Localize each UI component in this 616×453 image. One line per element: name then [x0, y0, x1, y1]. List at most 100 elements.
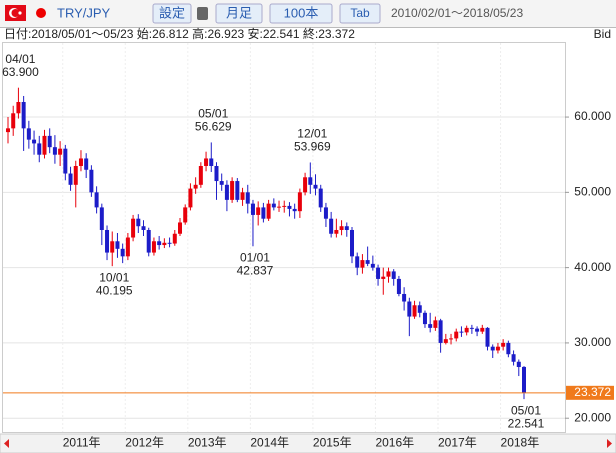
candle-body	[52, 147, 57, 155]
annotation-value: 22.541	[508, 416, 545, 430]
candle-body	[162, 242, 167, 246]
candle-body	[490, 346, 495, 351]
candle-body	[167, 242, 172, 244]
price-type: Bid	[594, 27, 611, 41]
x-tick-label: 2017年	[438, 436, 477, 450]
y-tick-label: 30.000	[574, 335, 611, 349]
flag-crescent	[11, 9, 20, 17]
candle-body	[141, 226, 146, 230]
candle-body	[256, 207, 261, 215]
x-tick-label: 2016年	[375, 436, 414, 450]
candle-body	[271, 203, 276, 208]
candle-body	[188, 188, 193, 208]
y-tick-label: 40.000	[574, 260, 611, 274]
candle-body	[99, 207, 104, 230]
candle-body	[391, 271, 396, 279]
x-tick-label: 2013年	[188, 436, 227, 450]
candle-body	[459, 331, 464, 333]
candle-body	[89, 169, 94, 193]
candle-body	[78, 158, 83, 166]
candle-body	[198, 165, 203, 185]
scroll-right[interactable]	[607, 439, 612, 448]
candle-body	[318, 188, 323, 208]
candle-body	[422, 312, 427, 325]
candle-body	[412, 305, 417, 317]
plot-frame	[2, 42, 566, 433]
candle-body	[516, 361, 521, 368]
candle-body	[21, 101, 26, 129]
candle-body	[110, 241, 115, 253]
candle-body	[11, 113, 16, 129]
last-price-label: 23.372	[574, 385, 611, 399]
settings-button[interactable]	[152, 3, 192, 24]
annotation-date: 05/01	[198, 107, 228, 121]
candle-body	[37, 143, 42, 155]
scrollbar[interactable]	[0, 433, 616, 453]
period-button[interactable]	[215, 3, 263, 24]
candle-body	[480, 327, 485, 332]
trash-icon[interactable]	[197, 7, 208, 20]
y-tick-label: 60.000	[574, 109, 611, 123]
candle-body	[282, 205, 287, 207]
annotation-value: 42.837	[237, 263, 274, 277]
candle-body	[495, 346, 500, 351]
tab-label[interactable]: Tab	[350, 6, 370, 20]
candle-body	[287, 205, 292, 209]
candle-body	[63, 148, 68, 174]
y-tick-label: 50.000	[574, 185, 611, 199]
y-tick-label: 20.000	[574, 410, 611, 424]
candle-body	[261, 207, 266, 219]
candle-body	[32, 139, 37, 144]
candle-body	[178, 222, 182, 234]
pair: TRY/JPY	[57, 5, 111, 20]
count-label[interactable]: 100本	[284, 5, 319, 20]
candle-body	[323, 207, 328, 219]
candle-body	[433, 320, 438, 328]
settings-label[interactable]: 設定	[159, 5, 185, 20]
candle-body	[438, 320, 443, 343]
candle-body	[449, 338, 454, 340]
tab-button[interactable]	[339, 3, 381, 24]
candle-body	[344, 226, 349, 230]
candle-body	[469, 327, 474, 329]
candle-body	[245, 192, 250, 204]
candle-body	[219, 181, 224, 185]
candle-body	[250, 203, 255, 215]
candle-body	[94, 192, 99, 208]
candle-body	[224, 184, 229, 200]
candle-body	[443, 339, 448, 343]
candle-body	[303, 177, 308, 193]
scroll-left[interactable]	[4, 439, 9, 448]
candle-body	[115, 241, 120, 249]
annotation-value: 53.969	[294, 140, 331, 154]
flag-jpy	[36, 8, 46, 18]
candle-body	[308, 177, 313, 185]
candle-body	[396, 278, 401, 294]
candle-body	[376, 267, 381, 279]
candle-body	[172, 233, 177, 244]
candle-body	[386, 271, 391, 277]
candle-body	[240, 192, 245, 200]
candle-body	[339, 226, 344, 230]
candle-body	[407, 301, 412, 317]
count-button[interactable]	[269, 3, 333, 24]
candle-body	[214, 165, 219, 182]
candle-body	[193, 184, 198, 189]
annotation-date: 12/01	[297, 127, 327, 141]
annotation-value: 63.900	[2, 65, 39, 79]
candle-body	[26, 128, 31, 140]
candle-body	[47, 135, 52, 148]
candle-body	[125, 237, 130, 257]
x-tick-label: 2012年	[125, 436, 164, 450]
candle-body	[277, 206, 282, 208]
period-label[interactable]: 月足	[226, 5, 252, 20]
candle-body	[266, 203, 271, 219]
candle-body	[511, 354, 516, 362]
x-tick-label: 2015年	[313, 436, 352, 450]
candle-body	[355, 256, 360, 268]
candle-body	[151, 241, 156, 253]
candle-body	[209, 158, 214, 166]
candle-body	[370, 263, 375, 268]
candle-body	[329, 218, 334, 234]
candle-body	[131, 218, 136, 238]
